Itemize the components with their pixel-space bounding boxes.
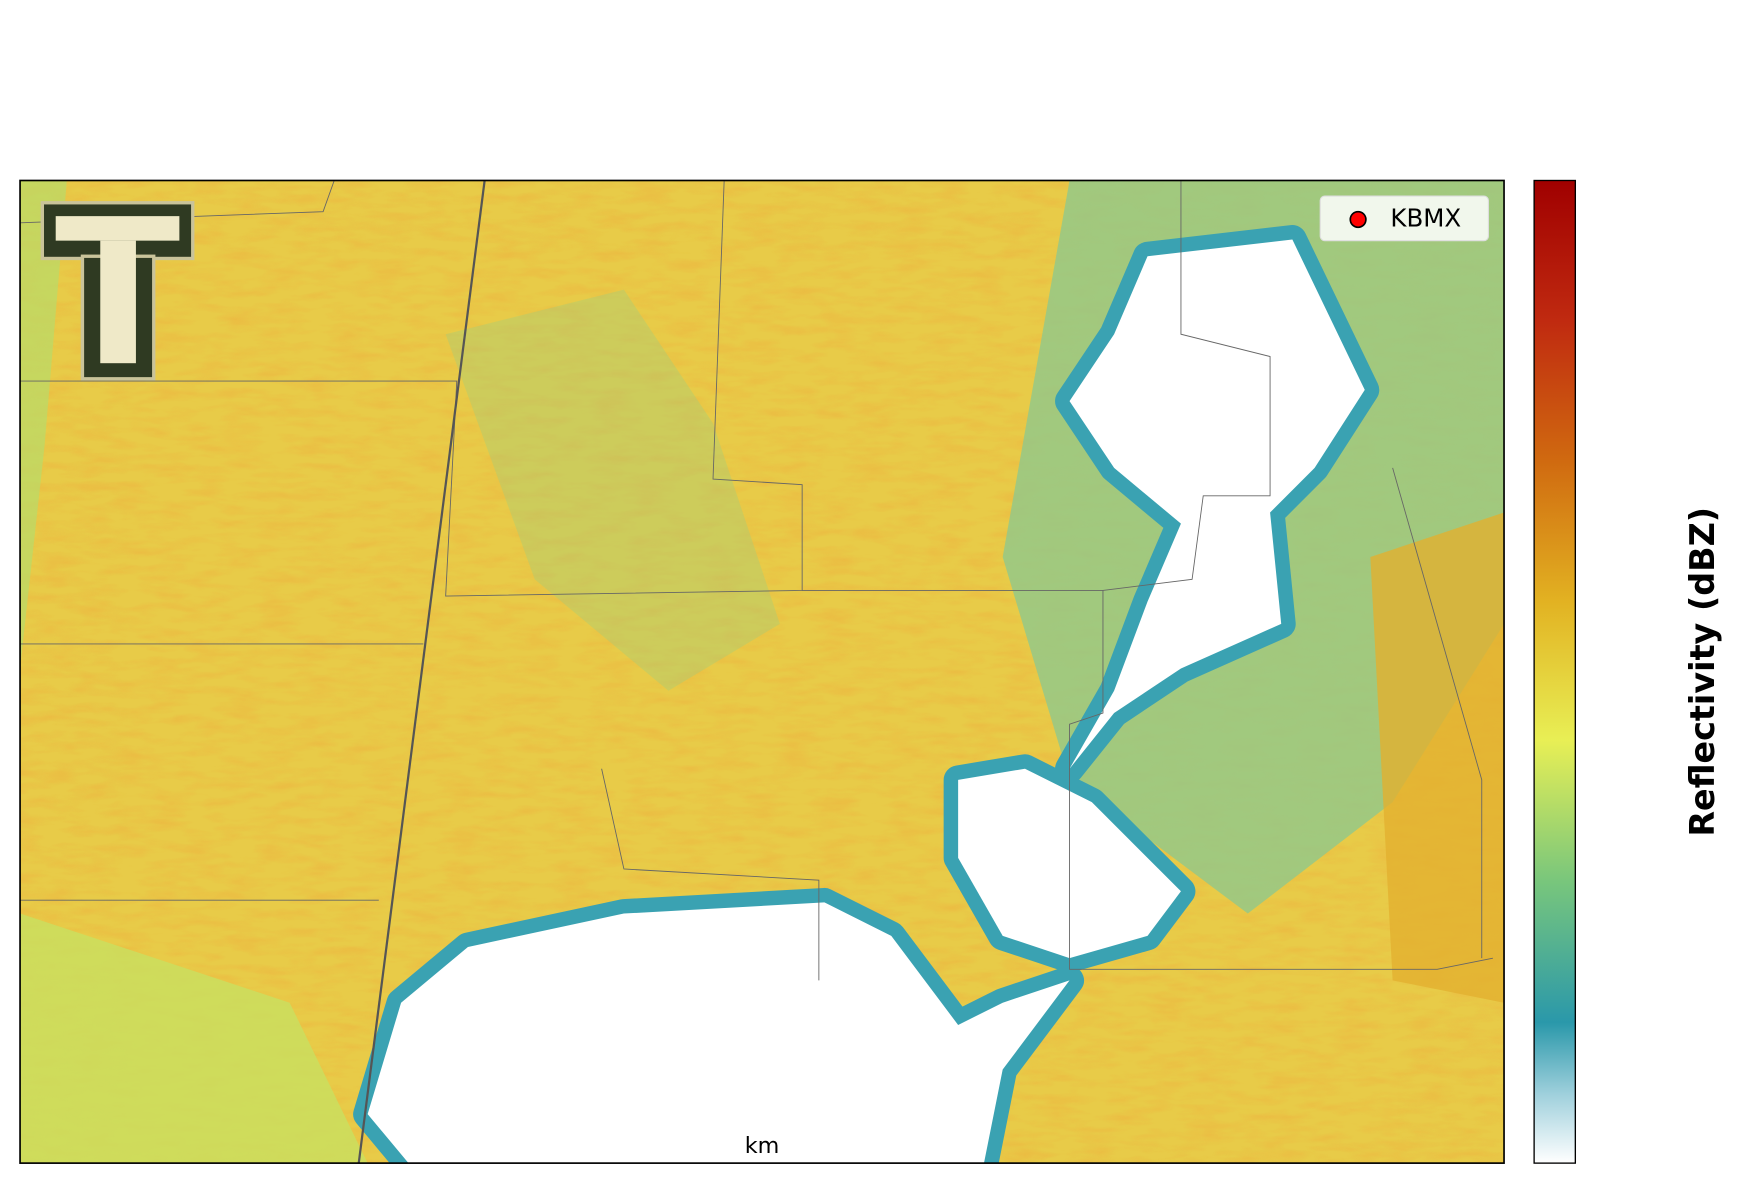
legend: KBMX [1319,195,1489,242]
colorbar: Reflectivity (dBZ) [1533,179,1722,1164]
scale-unit: km [745,1133,780,1159]
legend-label: KBMX [1390,203,1461,232]
radar-map [20,180,1505,1164]
map-frame [19,179,1505,1164]
colorbar-label: Reflectivity (dBZ) [1683,507,1722,837]
scale-bar: km [745,1133,780,1159]
logo [40,201,195,381]
